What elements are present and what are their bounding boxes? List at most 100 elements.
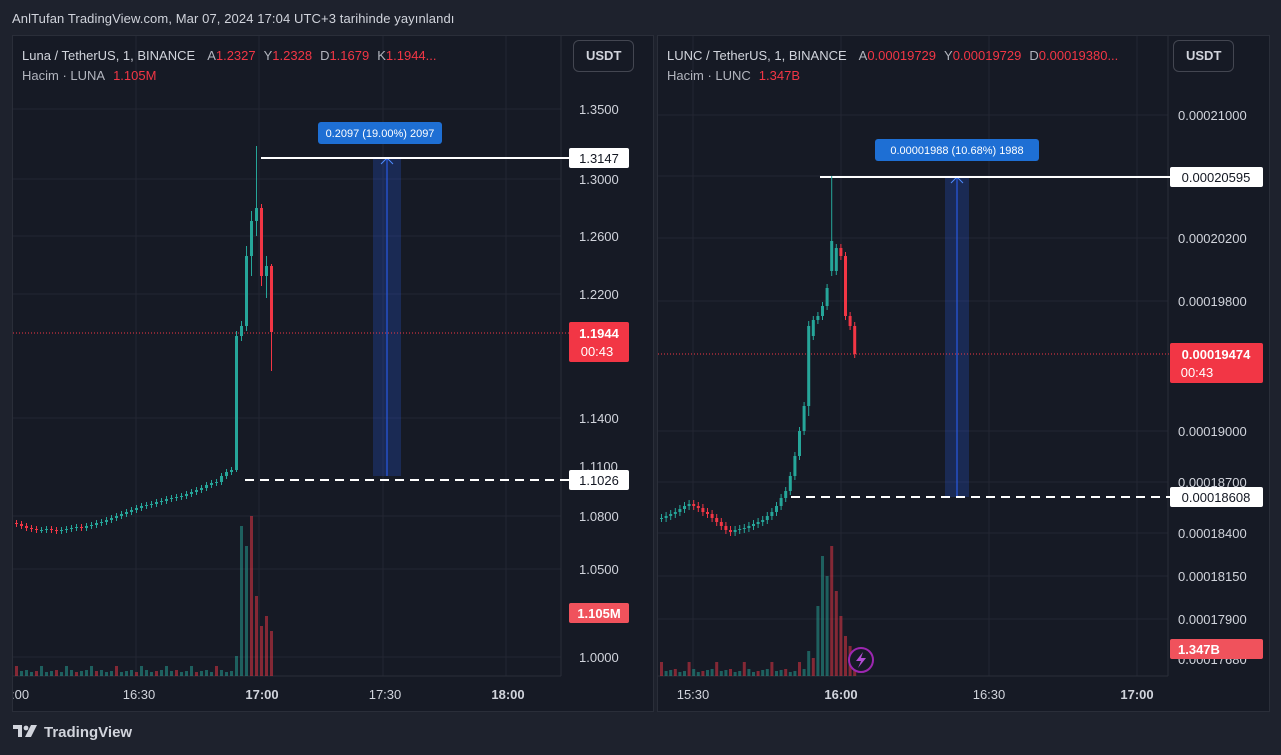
price-tick: 0.00018150 bbox=[1178, 569, 1247, 584]
volume-bar bbox=[255, 596, 258, 676]
volume-bar bbox=[784, 669, 788, 676]
candle-body bbox=[733, 530, 737, 532]
volume-bar bbox=[70, 670, 73, 676]
candle-body bbox=[660, 518, 663, 519]
volume-bar bbox=[220, 670, 223, 676]
candle-body bbox=[110, 518, 113, 520]
volume-bar bbox=[825, 576, 829, 676]
currency-button[interactable]: USDT bbox=[573, 40, 635, 72]
candle-body bbox=[825, 288, 829, 306]
volume-bar bbox=[779, 670, 783, 676]
measure-label[interactable]: 0.00001988 (10.68%) 1988 bbox=[875, 139, 1039, 161]
volume-bar bbox=[719, 671, 723, 676]
candle-body bbox=[100, 522, 103, 523]
candle-body bbox=[664, 516, 668, 518]
candle-body bbox=[710, 514, 714, 518]
symbol-title[interactable]: LUNC / TetherUS, 1, BINANCE bbox=[667, 48, 847, 63]
price-tick: 1.1400 bbox=[579, 411, 619, 426]
volume-bar bbox=[673, 669, 677, 676]
volume-bar bbox=[180, 672, 183, 676]
bottom-line-price-tag: 1.1026 bbox=[569, 470, 629, 490]
time-tick: 15:30 bbox=[677, 687, 710, 702]
volume-label: Hacim · LUNC bbox=[667, 68, 751, 83]
price-tick: 0.00018700 bbox=[1178, 475, 1247, 490]
volume-bar bbox=[706, 670, 709, 676]
chart-panel-lunc[interactable]: 0.00001988 (10.68%) 1988 0.00021000 0.00… bbox=[657, 35, 1270, 712]
volume-bars bbox=[15, 516, 273, 676]
volume-bar bbox=[205, 670, 208, 676]
volume-bar bbox=[692, 669, 696, 676]
candle-body bbox=[205, 485, 208, 488]
price-tick: 0.00021000 bbox=[1178, 108, 1247, 123]
candle-body bbox=[830, 241, 834, 271]
candle-body bbox=[761, 520, 765, 522]
symbol-title[interactable]: Luna / TetherUS, 1, BINANCE bbox=[22, 48, 196, 63]
volume-bar bbox=[165, 666, 168, 676]
volume-bar bbox=[747, 669, 751, 676]
volume-bar bbox=[85, 670, 88, 676]
candle-body bbox=[811, 320, 815, 336]
lightning-icon[interactable] bbox=[848, 647, 874, 673]
candle-body bbox=[165, 499, 168, 501]
volume-bar bbox=[45, 672, 48, 676]
volume-bar bbox=[710, 669, 714, 676]
countdown: 00:43 bbox=[581, 344, 614, 359]
volume-bar bbox=[50, 671, 53, 676]
candle-body bbox=[816, 316, 820, 320]
volume-bar bbox=[775, 671, 778, 676]
svg-text:0.00019474: 0.00019474 bbox=[1182, 347, 1251, 362]
candle-body bbox=[25, 526, 28, 528]
chart-canvas-lunc[interactable]: 0.00001988 (10.68%) 1988 0.00021000 0.00… bbox=[658, 36, 1269, 711]
tradingview-logo-icon bbox=[13, 725, 37, 737]
volume-bar bbox=[798, 662, 801, 676]
svg-text:0.00018608: 0.00018608 bbox=[1182, 490, 1251, 505]
candle-body bbox=[848, 316, 852, 326]
chart-panel-luna[interactable]: 0.2097 (19.00%) 2097 1.3500 1.3000 1.260… bbox=[12, 35, 654, 712]
volume-bar bbox=[140, 666, 143, 676]
time-tick: 16:30 bbox=[973, 687, 1006, 702]
volume-bar bbox=[150, 672, 153, 676]
volume-bar bbox=[660, 662, 663, 676]
price-tick: 0.00019800 bbox=[1178, 294, 1247, 309]
price-tick: 0.00017900 bbox=[1178, 612, 1247, 627]
volume-bar bbox=[135, 672, 138, 676]
svg-text:0.00001988 (10.68%) 1988: 0.00001988 (10.68%) 1988 bbox=[890, 145, 1023, 157]
candle-body bbox=[95, 523, 98, 525]
price-tick: 0.00018400 bbox=[1178, 526, 1247, 541]
candle-body bbox=[669, 514, 673, 516]
chart-canvas-luna[interactable]: 0.2097 (19.00%) 2097 1.3500 1.3000 1.260… bbox=[13, 36, 653, 711]
candle-body bbox=[75, 527, 78, 528]
time-tick: 16:30 bbox=[123, 687, 156, 702]
volume-label: Hacim · LUNA bbox=[22, 68, 106, 83]
volume-bar bbox=[125, 671, 128, 676]
price-tick: 1.0800 bbox=[579, 509, 619, 524]
volume-bar bbox=[130, 670, 133, 676]
volume-value: 1.347B bbox=[758, 68, 800, 83]
candle-body bbox=[190, 492, 193, 494]
candle-body bbox=[775, 506, 778, 512]
volume-bar bbox=[678, 672, 682, 676]
candle-body bbox=[150, 504, 153, 505]
candle-body bbox=[793, 456, 797, 476]
volume-bar bbox=[80, 671, 83, 676]
candle-body bbox=[220, 476, 223, 482]
chart-legend: Luna / TetherUS, 1, BINANCE A1.2327 Y1.232… bbox=[22, 48, 437, 83]
volume-bar bbox=[200, 671, 203, 676]
candle-body bbox=[687, 504, 691, 506]
candle-body bbox=[55, 530, 58, 531]
candle-body bbox=[145, 505, 148, 506]
volume-bar bbox=[240, 526, 243, 676]
candle-body bbox=[180, 496, 183, 497]
candle-body bbox=[160, 501, 163, 502]
top-line-price-tag: 0.00020595 bbox=[1170, 167, 1263, 187]
candle-body bbox=[784, 491, 788, 498]
currency-button[interactable]: USDT bbox=[1173, 40, 1235, 72]
volume-bar bbox=[821, 556, 824, 676]
volume-bar bbox=[834, 591, 838, 676]
candle-body bbox=[719, 522, 723, 526]
candle-body bbox=[35, 529, 38, 530]
candle-body bbox=[90, 525, 93, 526]
candle-body bbox=[752, 524, 755, 526]
measure-label[interactable]: 0.2097 (19.00%) 2097 bbox=[318, 122, 442, 144]
svg-text:1.3147: 1.3147 bbox=[579, 151, 619, 166]
